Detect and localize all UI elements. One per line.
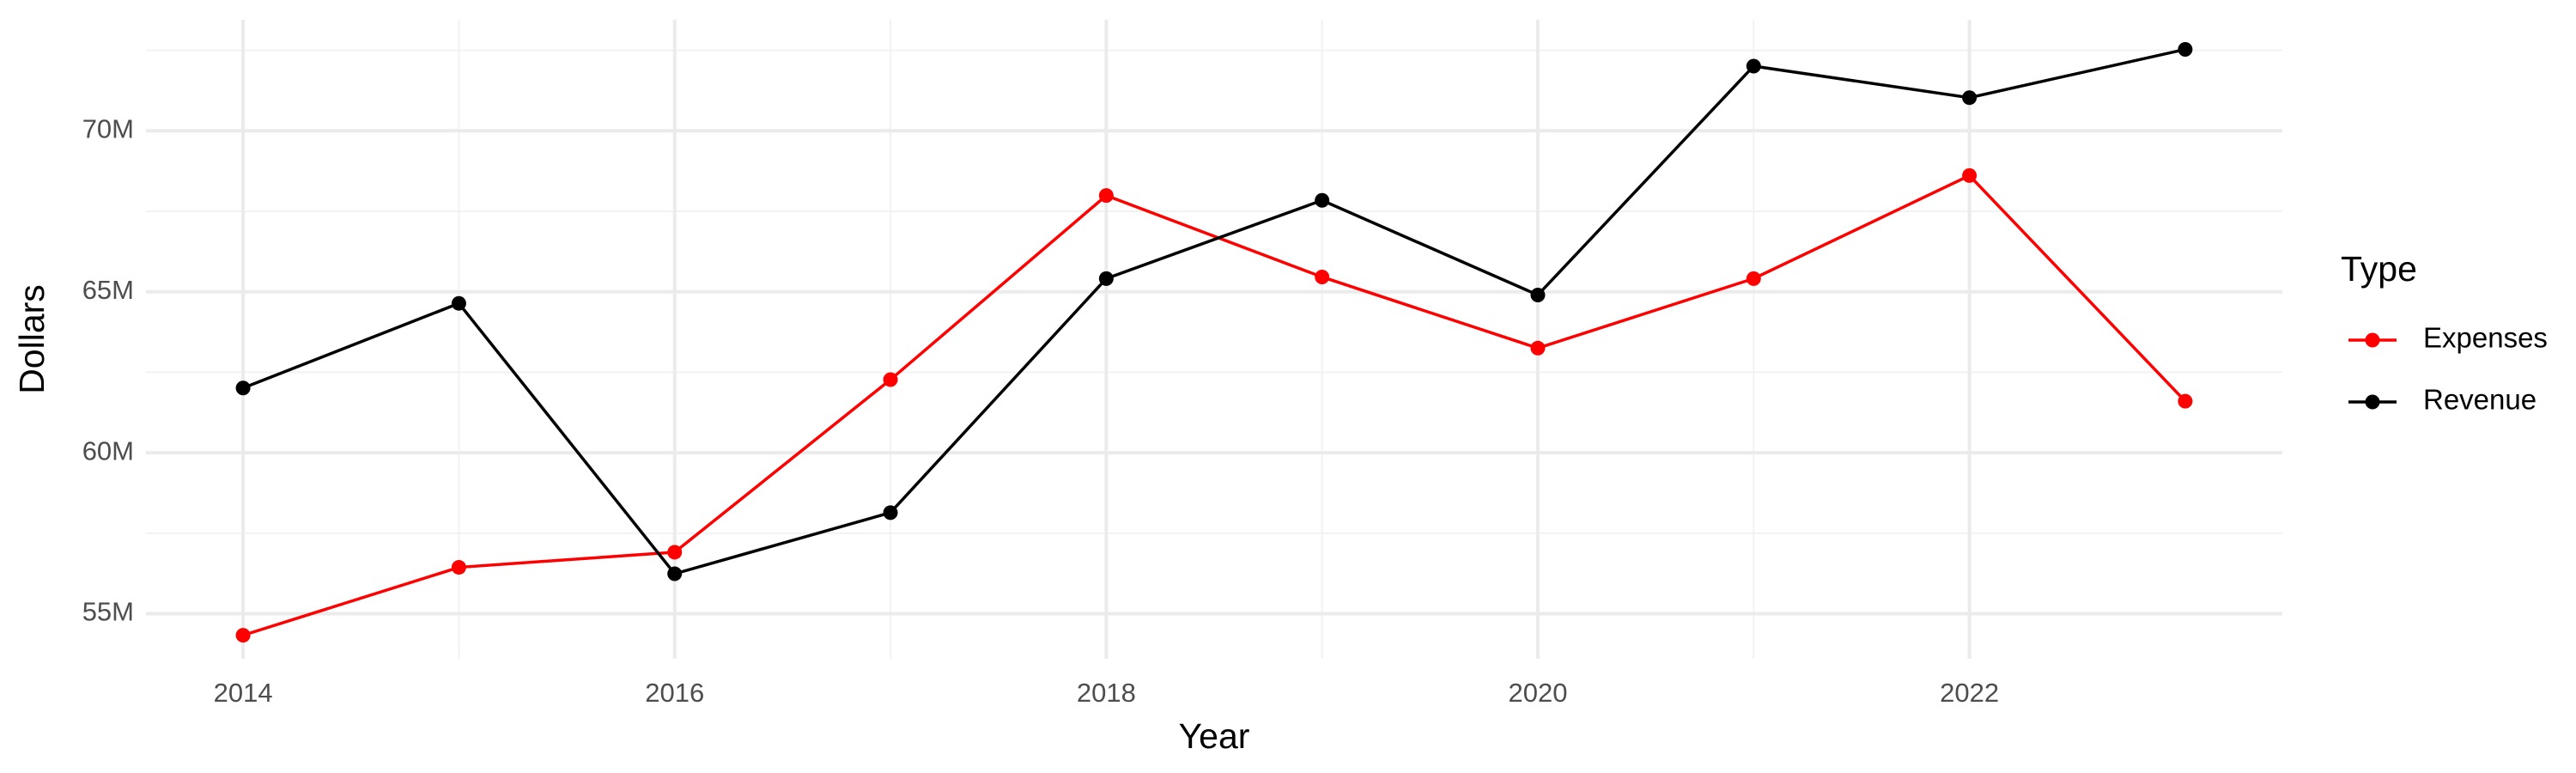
data-point — [1962, 90, 1978, 106]
y-tick-label: 55M — [82, 597, 134, 627]
series-line — [242, 173, 2187, 637]
data-point — [2178, 393, 2193, 409]
legend-swatch-point — [2365, 394, 2380, 410]
data-point — [2178, 41, 2193, 57]
x-axis-title: Year — [1179, 716, 1250, 756]
data-point — [1962, 167, 1978, 183]
data-point — [1315, 269, 1330, 284]
y-tick-label: 60M — [82, 435, 134, 466]
data-point — [451, 295, 466, 311]
data-point — [1746, 58, 1761, 74]
grid — [146, 20, 2282, 659]
data-point — [235, 380, 251, 396]
data-point — [1746, 271, 1761, 286]
x-tick-label: 2022 — [1940, 678, 1999, 708]
data-point — [235, 628, 251, 643]
data-point — [451, 560, 466, 575]
y-tick-label: 70M — [82, 113, 134, 143]
data-point — [1530, 340, 1546, 356]
legend-label: Expenses — [2423, 322, 2548, 354]
x-tick-label: 2020 — [1508, 678, 1567, 708]
x-tick-label: 2018 — [1077, 678, 1136, 708]
series-line — [242, 47, 2186, 576]
data-point — [1098, 271, 1114, 286]
data-point — [667, 545, 683, 560]
plot-area — [235, 41, 2193, 643]
legend-title: Type — [2341, 249, 2417, 289]
y-axis-title: Dollars — [12, 284, 52, 394]
x-tick-label: 2014 — [214, 678, 273, 708]
data-point — [883, 372, 898, 387]
y-tick-label: 65M — [82, 275, 134, 305]
data-point — [1530, 287, 1546, 302]
data-point — [1315, 192, 1330, 208]
data-point — [883, 505, 898, 520]
data-point — [1098, 188, 1114, 204]
legend-swatch-point — [2365, 332, 2380, 348]
x-tick-label: 2016 — [645, 678, 704, 708]
legend-label: Revenue — [2423, 384, 2537, 416]
data-point — [667, 566, 683, 581]
